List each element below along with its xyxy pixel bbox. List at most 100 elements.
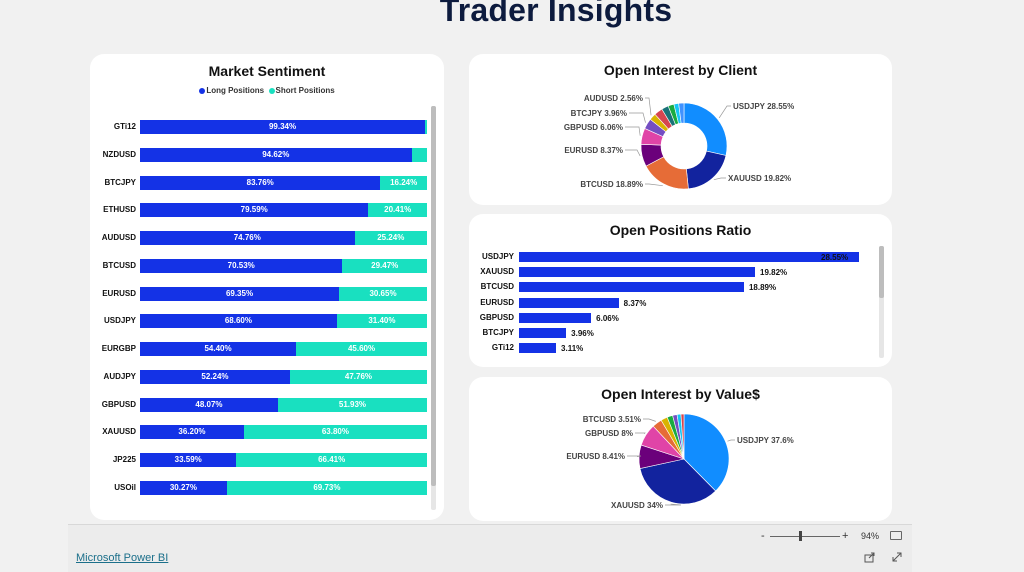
- zoom-in-button[interactable]: +: [842, 530, 849, 542]
- pie-leader-line: [635, 432, 646, 435]
- sentiment-row: NZDUSD 94.62%: [90, 147, 444, 162]
- short-position-bar[interactable]: 16.24%: [380, 175, 427, 190]
- short-position-bar[interactable]: 20.41%: [368, 203, 427, 218]
- ratio-bar[interactable]: [519, 328, 567, 338]
- short-position-bar[interactable]: 51.93%: [277, 397, 427, 412]
- ratio-bar[interactable]: [519, 297, 619, 308]
- ratio-bar[interactable]: [519, 282, 744, 293]
- pie-slice-xauusd[interactable]: [639, 458, 717, 505]
- pie-leader-line: [629, 112, 646, 123]
- fullscreen-icon[interactable]: [891, 551, 903, 563]
- pie-data-label: XAUUSD 34%: [611, 501, 663, 510]
- ratio-card: Open Positions Ratio USDJPY 28.55% XAUUSD 1…: [469, 214, 892, 367]
- powerbi-footer: - + 94% Microsoft Power BI: [68, 524, 912, 572]
- pie-data-label: BTCJPY 3.96%: [571, 109, 627, 118]
- short-position-bar[interactable]: 25.24%: [354, 231, 427, 245]
- long-position-bar[interactable]: 99.34%: [140, 120, 426, 134]
- pie-data-label: BTCUSD 18.89%: [580, 180, 643, 189]
- ratio-row-label: XAUUSD: [480, 267, 514, 277]
- short-position-bar[interactable]: 47.76%: [289, 369, 427, 384]
- pie-leader-line: [645, 183, 663, 187]
- legend-short-label: Short Positions: [275, 86, 335, 95]
- ratio-bar[interactable]: [519, 267, 756, 278]
- pie-slice-other5[interactable]: [680, 413, 685, 460]
- zoom-slider-handle[interactable]: [799, 531, 802, 541]
- oi-client-card: Open Interest by Client USDJPY 28.55% XAU…: [469, 54, 892, 205]
- long-position-bar[interactable]: 94.62%: [140, 147, 412, 162]
- ratio-scrollbar[interactable]: [879, 246, 884, 358]
- long-position-bar[interactable]: 52.24%: [140, 369, 290, 384]
- sentiment-scroll-thumb[interactable]: [431, 106, 436, 486]
- market-sentiment-card: Market Sentiment Long Positions Short Po…: [90, 54, 444, 520]
- short-position-bar[interactable]: [411, 147, 427, 162]
- pie-slice-other5[interactable]: [678, 102, 685, 124]
- ratio-bar[interactable]: [519, 312, 592, 323]
- sentiment-row-label: EURUSD: [102, 288, 136, 298]
- ratio-value-label: 18.89%: [748, 283, 777, 293]
- ratio-value-label: 28.55%: [821, 253, 849, 262]
- pie-slice-usdjpy[interactable]: [683, 413, 730, 492]
- zoom-slider[interactable]: [770, 536, 840, 537]
- long-position-bar[interactable]: 74.76%: [140, 231, 355, 245]
- ratio-scroll-thumb[interactable]: [879, 246, 884, 298]
- ratio-bar-chart: USDJPY 28.55% XAUUSD 19.82% BTCUSD 18.89% EURU…: [469, 214, 892, 367]
- pie-data-label: GBPUSD 8%: [585, 429, 633, 438]
- sentiment-row-label: BTCJPY: [104, 177, 136, 187]
- long-position-bar[interactable]: 68.60%: [140, 314, 337, 329]
- long-position-bar[interactable]: 33.59%: [140, 453, 237, 467]
- pie-leader-line: [727, 439, 735, 442]
- ratio-value-label: 6.06%: [596, 313, 619, 323]
- sentiment-row-label: XAUUSD: [102, 427, 136, 437]
- sentiment-row: JP225 33.59% 66.41%: [90, 453, 444, 467]
- pie-data-label: XAUUSD 19.82%: [728, 174, 791, 183]
- long-position-bar[interactable]: 54.40%: [140, 342, 297, 356]
- long-position-bar[interactable]: 69.35%: [140, 286, 340, 301]
- long-position-bar[interactable]: 79.59%: [140, 203, 369, 218]
- short-position-bar[interactable]: 45.60%: [296, 342, 427, 356]
- fit-to-page-icon[interactable]: [890, 531, 902, 540]
- long-position-bar[interactable]: 30.27%: [140, 480, 227, 495]
- sentiment-row: EURGBP 54.40% 45.60%: [90, 342, 444, 356]
- pie-leader-line: [645, 97, 652, 116]
- market-sentiment-title: Market Sentiment: [208, 63, 326, 79]
- ratio-bar[interactable]: [519, 343, 557, 354]
- pie-data-label: USDJPY 28.55%: [733, 102, 794, 111]
- sentiment-row: AUDUSD 74.76% 25.24%: [90, 231, 444, 245]
- short-position-bar[interactable]: 63.80%: [243, 425, 427, 440]
- share-icon[interactable]: [864, 551, 876, 563]
- page-title: Trader Insights: [439, 0, 673, 28]
- sentiment-scrollbar[interactable]: [431, 106, 436, 510]
- pie-leader-line: [665, 503, 682, 506]
- short-position-bar[interactable]: [425, 120, 427, 134]
- sentiment-row: BTCJPY 83.76% 16.24%: [90, 175, 444, 190]
- ratio-row-label: USDJPY: [481, 252, 514, 261]
- powerbi-link[interactable]: Microsoft Power BI: [76, 552, 169, 564]
- long-position-bar[interactable]: 36.20%: [140, 425, 244, 440]
- short-position-bar[interactable]: 66.41%: [236, 453, 427, 467]
- sentiment-row-label: AUDUSD: [101, 233, 136, 242]
- pie-data-label: EURUSD 8.37%: [564, 146, 623, 155]
- long-position-bar[interactable]: 48.07%: [140, 397, 278, 412]
- sentiment-row: GBPUSD 48.07% 51.93%: [90, 397, 444, 412]
- zoom-out-button[interactable]: -: [761, 530, 765, 542]
- long-position-bar[interactable]: 83.76%: [140, 175, 381, 190]
- pie-leader-line: [718, 105, 731, 119]
- pie-data-label: USDJPY 37.6%: [737, 436, 794, 445]
- pie-slice-usdjpy[interactable]: [683, 102, 728, 156]
- ratio-row-label: BTCJPY: [482, 328, 514, 337]
- ratio-bar[interactable]: [519, 252, 859, 262]
- sentiment-row: XAUUSD 36.20% 63.80%: [90, 425, 444, 440]
- short-position-bar[interactable]: 69.73%: [226, 480, 427, 495]
- sentiment-row-label: GTi12: [113, 122, 136, 131]
- pie-slice-xauusd[interactable]: [686, 150, 727, 190]
- oi-value-card: Open Interest by Value$ USDJPY 37.6% XAUU…: [469, 377, 892, 521]
- sentiment-row-label: GBPUSD: [101, 399, 136, 409]
- sentiment-row-label: USDJPY: [103, 316, 136, 326]
- sentiment-row-label: NZDUSD: [102, 149, 136, 159]
- ratio-value-label: 3.96%: [571, 329, 594, 338]
- short-position-bar[interactable]: 31.40%: [336, 314, 427, 329]
- short-position-bar[interactable]: 29.47%: [342, 258, 427, 273]
- long-position-bar[interactable]: 70.53%: [140, 258, 343, 273]
- short-position-bar[interactable]: 30.65%: [339, 286, 427, 301]
- ratio-value-label: 19.82%: [760, 268, 788, 278]
